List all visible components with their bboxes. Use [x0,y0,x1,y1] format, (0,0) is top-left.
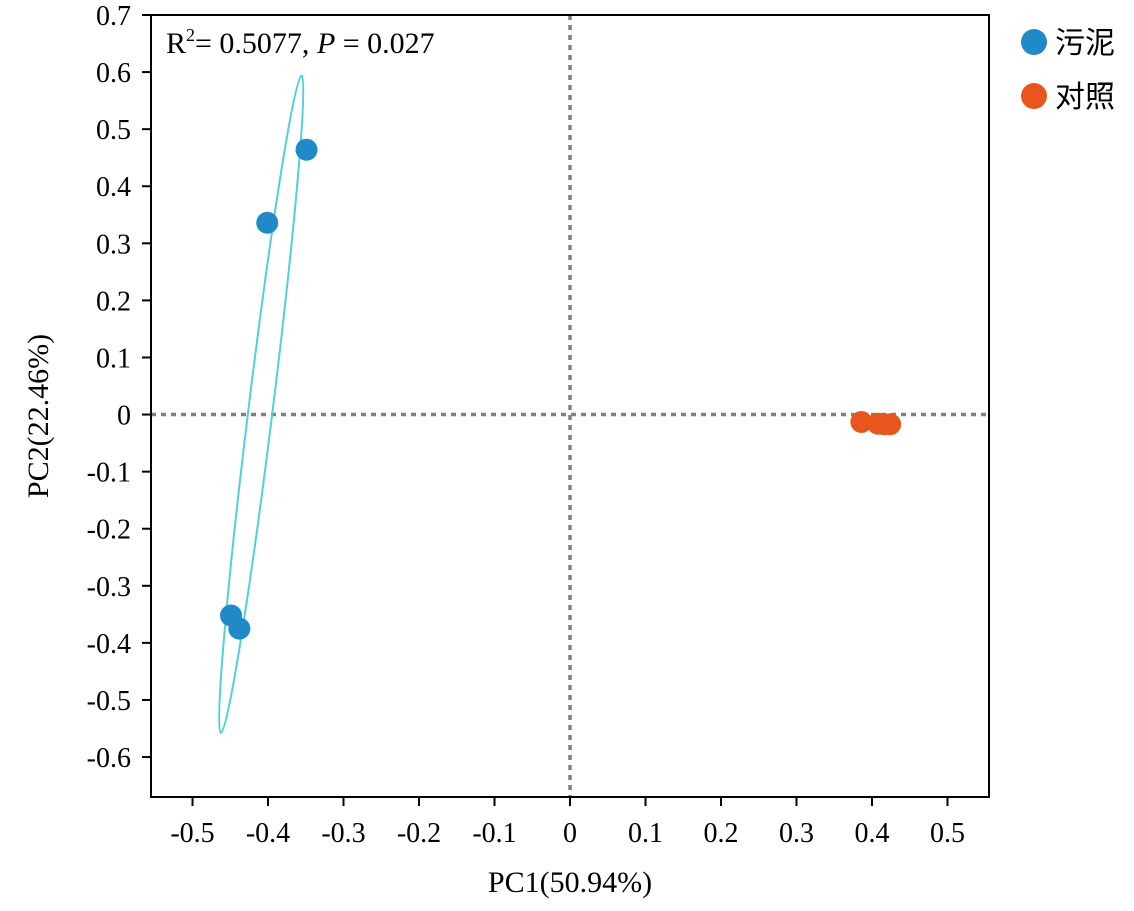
y-axis-ticks: 0.7 0.6 0.5 0.4 0.3 0.2 0.1 0 -0.1 -0.2 -0.3 -0.4 -0… [87,1,151,774]
y-tick-label-8: -0.1 [87,458,131,489]
y-tick-label-4: 0.3 [96,229,131,260]
reference-lines [151,15,989,797]
p-label: P [316,27,335,60]
x-tick-label-8: 0.3 [779,818,814,849]
data-points [220,138,902,640]
r2-value: = 0.5077, [195,27,317,60]
x-tick-label-9: 0.4 [854,818,889,849]
r2-superscript: 2 [186,25,195,45]
point-series-1-3 [879,413,902,436]
point-series-0-0 [295,138,318,161]
y-tick-label-12: -0.5 [87,686,131,717]
ellipse-series-0 [218,74,305,735]
point-series-1-0 [850,410,873,433]
y-axis-title: PC2(22.46%) [22,334,55,498]
y-tick-label-13: -0.6 [87,743,131,774]
y-tick-label-11: -0.4 [87,629,131,660]
legend-marker-1 [1021,83,1047,109]
y-tick-label-6: 0.1 [96,343,131,374]
x-tick-label-2: -0.3 [321,818,365,849]
y-tick-label-9: -0.2 [87,515,131,546]
point-series-0-1 [256,211,279,234]
y-tick-label-3: 0.4 [96,172,131,203]
x-tick-label-5: 0 [563,818,577,849]
legend-marker-0 [1021,29,1047,55]
x-tick-label-10: 0.5 [930,818,965,849]
legend-label-1: 对照 [1055,80,1115,115]
x-tick-label-0: -0.5 [170,818,214,849]
x-tick-label-7: 0.2 [703,818,738,849]
point-series-0-3 [228,617,251,640]
x-tick-label-6: 0.1 [628,818,663,849]
legend-label-0: 污泥 [1055,26,1115,61]
stats-annotation: R2= 0.5077, P = 0.027 [166,25,435,60]
y-tick-label-2: 0.5 [96,115,131,146]
confidence-ellipses [218,74,305,735]
p-value: = 0.027 [335,27,434,60]
x-tick-label-3: -0.2 [397,818,441,849]
x-tick-label-1: -0.4 [246,818,290,849]
y-tick-label-0: 0.7 [96,1,131,32]
y-tick-label-7: 0 [117,401,131,432]
x-axis-title: PC1(50.94%) [488,866,652,899]
x-axis-ticks: -0.5 -0.4 -0.3 -0.2 -0.1 0 0.1 0.2 0.3 0.4 0.5 [170,797,965,849]
r2-prefix: R [166,27,186,60]
x-tick-label-4: -0.1 [472,818,516,849]
y-tick-label-5: 0.2 [96,286,131,317]
y-tick-label-10: -0.3 [87,572,131,603]
y-tick-label-1: 0.6 [96,58,131,89]
